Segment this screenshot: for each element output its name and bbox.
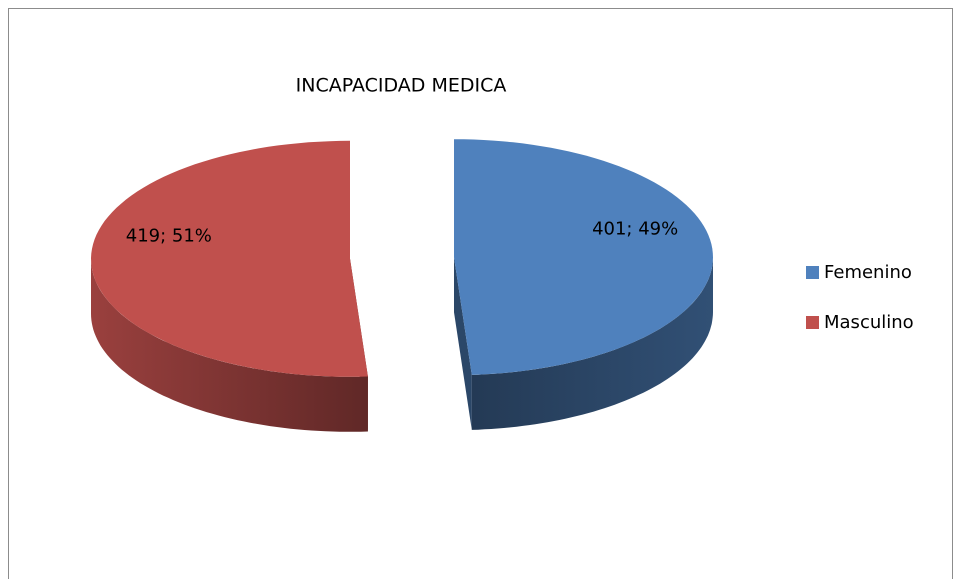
data-label: 401; 49% xyxy=(592,218,678,239)
slice xyxy=(91,140,368,432)
slice-side xyxy=(91,258,368,432)
legend-label: Femenino xyxy=(824,262,912,283)
slice-top xyxy=(454,139,713,375)
legend-label: Masculino xyxy=(824,312,914,333)
slice-cut-face xyxy=(454,257,472,430)
chart-title: INCAPACIDAD MEDICA xyxy=(296,75,507,97)
legend-swatch xyxy=(806,316,819,329)
chart-border xyxy=(8,8,953,579)
slice-side xyxy=(471,257,713,430)
data-label: 419; 51% xyxy=(126,226,212,247)
legend-swatch xyxy=(806,266,819,279)
slice-top xyxy=(91,140,368,377)
slice xyxy=(454,139,713,430)
